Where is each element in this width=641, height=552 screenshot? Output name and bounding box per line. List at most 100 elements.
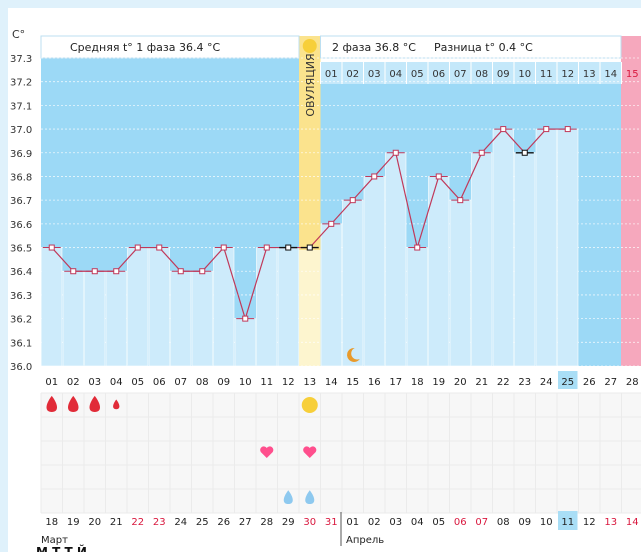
temperature-bar [105, 270, 127, 367]
calendar-date-label: 23 [153, 517, 166, 528]
temperature-point [285, 244, 292, 251]
phase2-day-label: 01 [325, 69, 338, 80]
phase2-day-label: 08 [475, 69, 488, 80]
temperature-bar [342, 199, 364, 367]
calendar-date-label: 14 [626, 517, 639, 528]
cycle-day-label: 01 [45, 377, 58, 388]
calendar-date-label: 11 [561, 517, 574, 528]
phase2-label: 2 фаза 36.8 °C [332, 41, 416, 54]
cycle-day-label: 10 [239, 377, 252, 388]
cycle-day-label: 04 [110, 377, 123, 388]
temperature-bar [234, 318, 256, 367]
cycle-day-label: 28 [626, 377, 639, 388]
calendar-date-label: 19 [67, 517, 80, 528]
cycle-day-label: 07 [174, 377, 187, 388]
temperature-point [435, 173, 442, 180]
phase1-label: Средняя t° 1 фаза 36.4 °C [70, 41, 220, 54]
y-tick-label: 36.0 [10, 362, 32, 373]
y-tick-label: 37.0 [10, 125, 32, 136]
y-tick-label: 36.3 [10, 291, 32, 302]
temperature-bar [449, 199, 471, 367]
temperature-point [242, 315, 249, 322]
cycle-day-label: 02 [67, 377, 80, 388]
calendar-date-label: 02 [368, 517, 381, 528]
period-drop-icon [68, 395, 79, 412]
temperature-bar [148, 247, 170, 367]
cycle-day-label: 22 [497, 377, 510, 388]
temperature-point [349, 197, 356, 204]
cycle-day-label: 03 [88, 377, 101, 388]
cycle-day-label: 16 [368, 377, 381, 388]
temperature-point [500, 126, 507, 133]
blue-drop-icon [283, 490, 293, 504]
temperature-bar [256, 247, 278, 367]
phase2-day-label: 09 [497, 69, 510, 80]
temperature-bar [471, 152, 493, 367]
calendar-date-label: 24 [174, 517, 187, 528]
period-drop-icon [89, 395, 100, 412]
y-tick-label: 37.2 [10, 78, 32, 89]
y-tick-label: 36.9 [10, 149, 32, 160]
phase2-day-label: 11 [540, 69, 553, 80]
calendar-date-label: 06 [454, 517, 467, 528]
phase2-day-label: 02 [346, 69, 359, 80]
temperature-point [521, 149, 528, 156]
cycle-day-label: 11 [260, 377, 273, 388]
temperature-bar [213, 247, 235, 367]
phase2-day-label: 04 [389, 69, 402, 80]
calendar-date-label: 05 [432, 517, 445, 528]
y-tick-label: 36.7 [10, 196, 32, 207]
calendar-date-label: 03 [389, 517, 402, 528]
temperature-bar [277, 247, 299, 367]
phase2-day-label: 10 [518, 69, 531, 80]
temperature-point [392, 149, 399, 156]
temperature-bar [492, 128, 514, 367]
cycle-day-label: 23 [518, 377, 531, 388]
calendar-date-label: 01 [346, 517, 359, 528]
calendar-date-label: 21 [110, 517, 123, 528]
temperature-point [306, 244, 313, 251]
temperature-point [457, 197, 464, 204]
legend-fragment: М Т Т Й [36, 544, 87, 552]
phase2-day-label: 05 [411, 69, 424, 80]
cycle-day-label: 21 [475, 377, 488, 388]
calendar-date-label: 31 [325, 517, 338, 528]
calendar-date-label: 12 [583, 517, 596, 528]
y-tick-label: 36.2 [10, 315, 32, 326]
y-tick-label: 36.4 [10, 267, 32, 278]
y-tick-label: 36.5 [10, 244, 32, 255]
temperature-bar [84, 270, 106, 367]
cycle-day-label: 25 [561, 377, 574, 388]
temperature-point [199, 268, 206, 275]
temperature-point [414, 244, 421, 251]
cycle-day-label: 19 [432, 377, 445, 388]
calendar-date-label: 22 [131, 517, 144, 528]
y-tick-label: 36.8 [10, 172, 32, 183]
period-drop-icon [113, 399, 120, 410]
y-tick-label: 37.3 [10, 54, 32, 65]
y-tick-label: 36.1 [10, 338, 32, 349]
temperature-point [328, 220, 335, 227]
temperature-point [48, 244, 55, 251]
temperature-bar [41, 247, 63, 367]
temperature-bar [170, 270, 192, 367]
phase1-band [41, 58, 299, 366]
temperature-bar [514, 152, 536, 367]
heart-icon [303, 446, 317, 458]
calendar-date-label: 10 [540, 517, 553, 528]
temperature-point [371, 173, 378, 180]
cycle-day-label: 08 [196, 377, 209, 388]
calendar-date-label: 20 [88, 517, 101, 528]
cycle-day-label: 17 [389, 377, 402, 388]
calendar-date-label: 26 [217, 517, 230, 528]
temperature-point [113, 268, 120, 275]
calendar-date-label: 13 [604, 517, 617, 528]
temperature-bar [535, 128, 557, 367]
ovulation-label: ОВУЛЯЦИЯ [304, 53, 317, 116]
phase2-day-label: 14 [604, 69, 617, 80]
temperature-point [478, 149, 485, 156]
cycle-day-highlight [558, 371, 578, 389]
cycle-day-label: 26 [583, 377, 596, 388]
period-drop-icon [46, 395, 57, 412]
calendar-date-label: 09 [518, 517, 531, 528]
